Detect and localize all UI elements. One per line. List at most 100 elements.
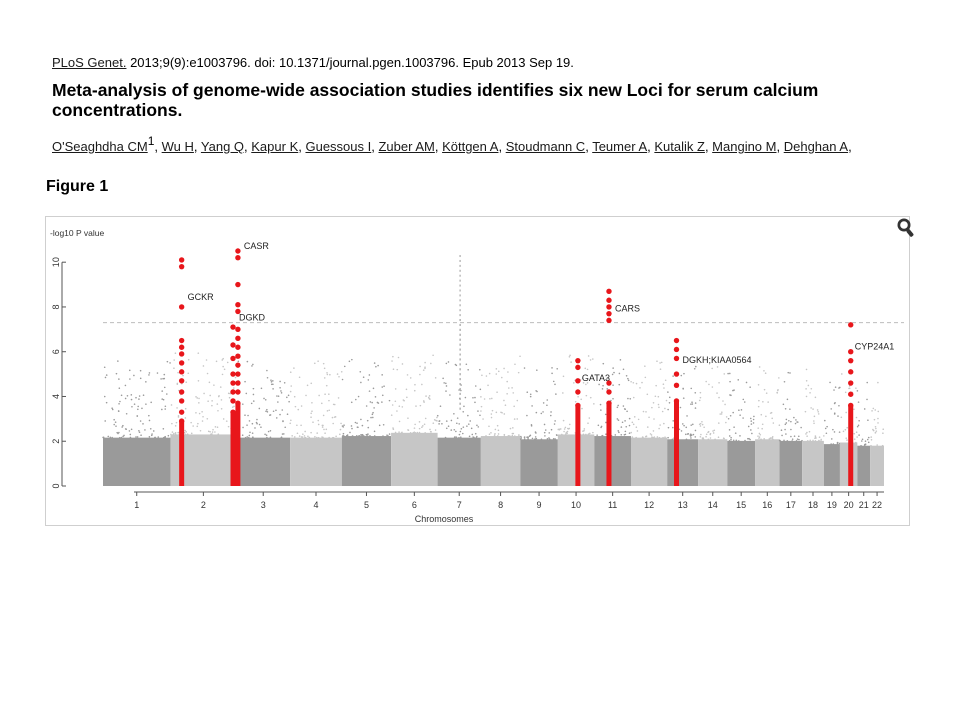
y-tick-label: 0 xyxy=(51,483,61,488)
snp-point xyxy=(473,436,475,439)
snp-point xyxy=(649,433,652,435)
author-link[interactable]: Kutalik Z xyxy=(654,139,705,154)
snp-point xyxy=(438,423,440,425)
snp-point xyxy=(362,376,365,379)
snp-point xyxy=(251,432,254,434)
snp-point xyxy=(272,383,274,386)
snp-point xyxy=(414,423,416,426)
author-link[interactable]: Mangino M xyxy=(712,139,777,154)
snp-point xyxy=(527,438,529,441)
author-link[interactable]: Wu H xyxy=(161,139,194,154)
snp-point xyxy=(812,408,814,410)
snp-point xyxy=(432,422,435,424)
snp-point xyxy=(806,431,808,434)
snp-point xyxy=(734,432,737,434)
snp-point xyxy=(531,437,534,440)
snp-point xyxy=(156,372,159,374)
snp-point xyxy=(848,387,851,390)
snp-point xyxy=(617,419,620,421)
snp-point xyxy=(714,438,716,441)
figure-heading: Figure 1 xyxy=(46,178,109,195)
snp-point xyxy=(577,395,579,398)
snp-point xyxy=(817,413,820,415)
snp-point xyxy=(145,381,147,383)
author-link[interactable]: Teumer A xyxy=(592,139,648,154)
snp-point xyxy=(429,428,431,431)
author-link[interactable]: Yang Q xyxy=(200,139,245,154)
snp-point xyxy=(620,433,623,436)
author-link[interactable]: Kapur K xyxy=(251,139,299,154)
snp-point xyxy=(668,396,671,399)
snp-point xyxy=(222,357,224,360)
outlier-point xyxy=(459,269,461,272)
snp-point xyxy=(373,435,376,437)
snp-point xyxy=(245,392,248,395)
snp-point xyxy=(490,397,493,400)
snp-point xyxy=(445,420,448,422)
snp-point xyxy=(480,410,482,412)
author-link[interactable]: Guessous I xyxy=(305,139,372,154)
snp-point xyxy=(421,383,423,386)
snp-point xyxy=(219,386,222,388)
author-link[interactable]: Köttgen A xyxy=(442,139,499,154)
snp-point xyxy=(130,394,133,396)
snp-point xyxy=(781,434,783,437)
snp-point xyxy=(795,419,797,421)
snp-point xyxy=(657,403,660,406)
snp-point xyxy=(495,373,498,375)
snp-point xyxy=(509,427,512,430)
snp-point xyxy=(203,392,205,395)
snp-point xyxy=(423,423,426,426)
snp-point xyxy=(320,402,323,405)
snp-point xyxy=(767,401,769,403)
snp-point xyxy=(494,432,496,435)
snp-point xyxy=(787,371,790,374)
snp-point xyxy=(418,421,421,423)
author-link[interactable]: Stoudmann C xyxy=(505,139,586,154)
snp-point xyxy=(814,440,817,442)
hit-point xyxy=(575,402,581,409)
snp-point xyxy=(343,365,346,368)
snp-point xyxy=(867,441,870,444)
snp-point xyxy=(174,433,177,436)
snp-point xyxy=(372,416,374,419)
hit-column xyxy=(606,403,612,486)
magnifier-icon[interactable] xyxy=(896,216,916,238)
snp-point xyxy=(471,433,474,436)
snp-point xyxy=(365,433,368,436)
snp-point xyxy=(324,432,326,434)
author-link[interactable]: Dehghan A xyxy=(783,139,849,154)
snp-point xyxy=(429,430,432,433)
snp-point xyxy=(332,436,334,439)
snp-point xyxy=(585,433,587,436)
snp-point xyxy=(659,368,662,370)
snp-point xyxy=(814,396,817,399)
snp-point xyxy=(254,427,256,429)
snp-point xyxy=(712,432,715,434)
snp-point xyxy=(605,433,607,436)
snp-point xyxy=(556,367,559,370)
snp-point xyxy=(213,384,215,386)
hit-point xyxy=(848,380,854,386)
snp-point xyxy=(342,432,345,435)
snp-point xyxy=(707,438,710,441)
snp-point xyxy=(830,443,832,445)
snp-point xyxy=(599,403,602,406)
snp-point xyxy=(559,428,562,430)
journal-link[interactable]: PLoS Genet. xyxy=(52,55,127,70)
outlier-point xyxy=(459,348,461,351)
snp-point xyxy=(637,418,640,421)
author-link[interactable]: Zuber AM xyxy=(378,139,435,154)
snp-point xyxy=(424,366,426,368)
snp-point xyxy=(872,407,875,410)
snp-point xyxy=(414,383,416,386)
snp-point xyxy=(174,425,177,427)
snp-point xyxy=(772,422,775,424)
snp-point xyxy=(263,397,265,400)
snp-point xyxy=(793,435,796,437)
author-link[interactable]: O'Seaghdha CM xyxy=(52,139,148,154)
snp-point xyxy=(139,377,142,380)
snp-point xyxy=(873,418,876,421)
snp-point xyxy=(456,422,458,425)
snp-point xyxy=(542,411,544,413)
